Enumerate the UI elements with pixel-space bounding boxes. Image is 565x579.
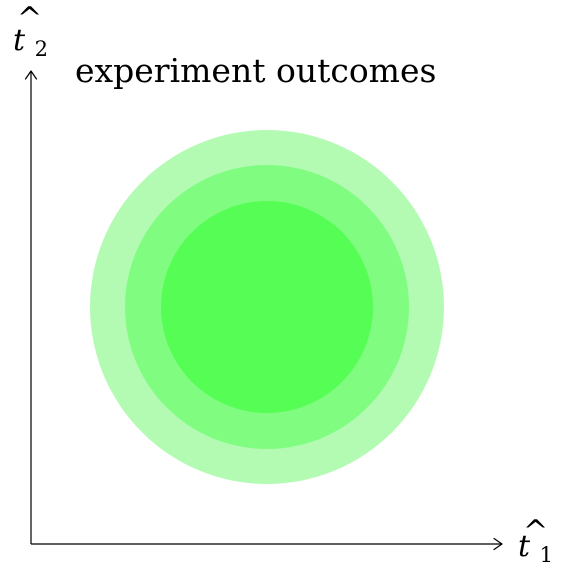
x-axis-label-hat: ^ — [523, 514, 548, 549]
x-axis-label: ^ t 1 — [518, 514, 553, 567]
outcome-region-inner — [161, 201, 373, 413]
y-axis-label-subscript: 2 — [35, 37, 48, 61]
y-axis-arrowhead — [24, 70, 38, 80]
y-axis-label-symbol: t — [13, 23, 26, 58]
y-axis-label-hat: ^ — [17, 1, 42, 36]
x-axis-arrowhead — [493, 537, 503, 551]
svg-text:t 2: t 2 — [13, 23, 48, 61]
svg-text:t 1: t 1 — [518, 529, 553, 567]
x-axis-label-symbol: t — [518, 529, 531, 564]
outcome-regions — [90, 130, 444, 484]
y-axis-label: ^ t 2 — [13, 1, 48, 61]
diagram-caption: experiment outcomes — [75, 51, 436, 90]
x-axis-label-subscript: 1 — [540, 543, 553, 567]
axes — [24, 70, 503, 551]
